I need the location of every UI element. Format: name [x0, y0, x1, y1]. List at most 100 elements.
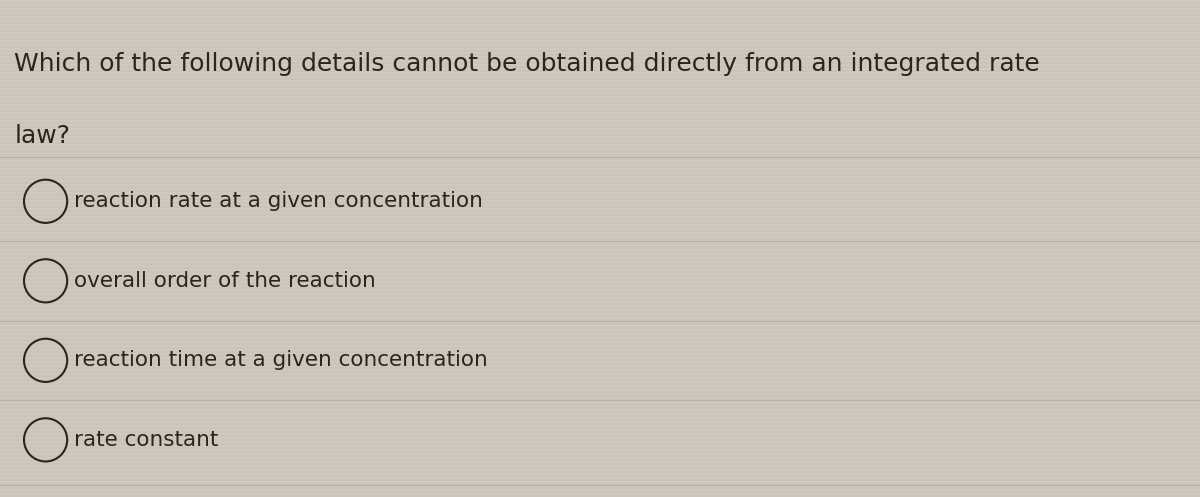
- Bar: [0, 161, 1200, 163]
- Bar: [0, 493, 1200, 495]
- Bar: [0, 146, 1200, 148]
- Bar: [0, 178, 1200, 180]
- Bar: [0, 46, 1200, 48]
- Bar: [0, 180, 1200, 182]
- Bar: [0, 427, 1200, 429]
- Bar: [0, 50, 1200, 52]
- Bar: [0, 479, 1200, 481]
- Bar: [0, 363, 1200, 365]
- Bar: [0, 76, 1200, 78]
- Bar: [0, 174, 1200, 176]
- Bar: [0, 26, 1200, 28]
- Bar: [0, 16, 1200, 18]
- Bar: [0, 465, 1200, 467]
- Bar: [0, 72, 1200, 74]
- Bar: [0, 270, 1200, 272]
- Bar: [0, 190, 1200, 192]
- Bar: [0, 235, 1200, 237]
- Bar: [0, 239, 1200, 241]
- Bar: [0, 188, 1200, 190]
- Bar: [0, 20, 1200, 22]
- Bar: [0, 266, 1200, 268]
- Bar: [0, 453, 1200, 455]
- Bar: [0, 194, 1200, 196]
- Bar: [0, 12, 1200, 14]
- Bar: [0, 439, 1200, 441]
- Bar: [0, 332, 1200, 334]
- Bar: [0, 58, 1200, 60]
- Bar: [0, 471, 1200, 473]
- Bar: [0, 481, 1200, 483]
- Bar: [0, 92, 1200, 94]
- Bar: [0, 221, 1200, 223]
- Bar: [0, 22, 1200, 24]
- Bar: [0, 260, 1200, 262]
- Bar: [0, 445, 1200, 447]
- Bar: [0, 347, 1200, 349]
- Bar: [0, 283, 1200, 285]
- Bar: [0, 36, 1200, 38]
- Bar: [0, 417, 1200, 419]
- Bar: [0, 176, 1200, 178]
- Bar: [0, 461, 1200, 463]
- Bar: [0, 144, 1200, 146]
- Bar: [0, 223, 1200, 225]
- Bar: [0, 401, 1200, 403]
- Bar: [0, 210, 1200, 212]
- Bar: [0, 433, 1200, 435]
- Bar: [0, 393, 1200, 395]
- Bar: [0, 252, 1200, 254]
- Bar: [0, 4, 1200, 6]
- Bar: [0, 377, 1200, 379]
- Bar: [0, 489, 1200, 491]
- Bar: [0, 200, 1200, 202]
- Bar: [0, 206, 1200, 208]
- Bar: [0, 184, 1200, 186]
- Bar: [0, 413, 1200, 415]
- Bar: [0, 159, 1200, 161]
- Bar: [0, 24, 1200, 26]
- Bar: [0, 278, 1200, 281]
- Bar: [0, 329, 1200, 331]
- Bar: [0, 381, 1200, 383]
- Bar: [0, 421, 1200, 423]
- Bar: [0, 491, 1200, 493]
- Bar: [0, 2, 1200, 4]
- Bar: [0, 391, 1200, 393]
- Bar: [0, 293, 1200, 295]
- Bar: [0, 124, 1200, 126]
- Bar: [0, 477, 1200, 479]
- Bar: [0, 338, 1200, 340]
- Bar: [0, 202, 1200, 204]
- Bar: [0, 94, 1200, 96]
- Bar: [0, 399, 1200, 401]
- Bar: [0, 98, 1200, 100]
- Bar: [0, 86, 1200, 88]
- Bar: [0, 168, 1200, 170]
- Bar: [0, 387, 1200, 389]
- Bar: [0, 48, 1200, 50]
- Bar: [0, 437, 1200, 439]
- Bar: [0, 52, 1200, 54]
- Bar: [0, 256, 1200, 258]
- Bar: [0, 359, 1200, 361]
- Bar: [0, 32, 1200, 34]
- Bar: [0, 243, 1200, 245]
- Bar: [0, 212, 1200, 214]
- Bar: [0, 128, 1200, 130]
- Bar: [0, 379, 1200, 381]
- Bar: [0, 116, 1200, 118]
- Bar: [0, 28, 1200, 30]
- Bar: [0, 122, 1200, 124]
- Bar: [0, 365, 1200, 367]
- Bar: [0, 373, 1200, 375]
- Bar: [0, 385, 1200, 387]
- Bar: [0, 96, 1200, 98]
- Bar: [0, 42, 1200, 44]
- Bar: [0, 154, 1200, 157]
- Bar: [0, 469, 1200, 471]
- Bar: [0, 231, 1200, 233]
- Bar: [0, 467, 1200, 469]
- Bar: [0, 451, 1200, 453]
- Bar: [0, 423, 1200, 425]
